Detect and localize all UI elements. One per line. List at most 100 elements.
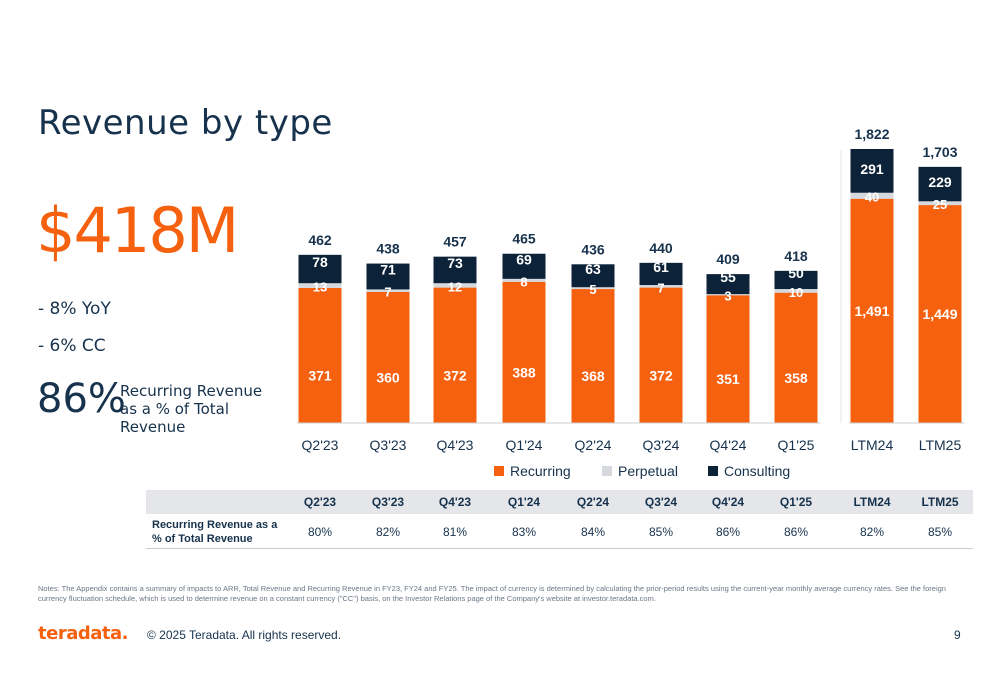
x-tick-1: Q3'23 xyxy=(370,437,407,453)
table-cell-8: 82% xyxy=(859,525,885,539)
table-cell-5: 85% xyxy=(648,525,674,539)
table-divider xyxy=(146,548,973,549)
label-perpetual-0: 13 xyxy=(313,280,327,295)
label-perpetual-9: 25 xyxy=(933,197,947,212)
page-title: Revenue by type xyxy=(38,103,333,143)
table-cell-0: 80% xyxy=(307,525,333,539)
legend-label-perpetual: Perpetual xyxy=(618,463,678,479)
x-tick-7: Q1'25 xyxy=(778,437,815,453)
bar-recurring-0 xyxy=(298,287,342,423)
legend-swatch-consulting xyxy=(708,466,718,477)
legend-label-recurring: Recurring xyxy=(510,463,571,479)
revenue-chart: 3711378462Q2'23360771438Q3'233721273457Q… xyxy=(297,126,964,453)
label-consulting-8: 291 xyxy=(860,161,884,177)
label-recurring-8: 1,491 xyxy=(854,303,889,319)
copyright: © 2025 Teradata. All rights reserved. xyxy=(147,628,342,642)
bar-perpetual-3 xyxy=(502,278,546,282)
x-tick-2: Q4'23 xyxy=(437,437,474,453)
bar-perpetual-0 xyxy=(298,283,342,288)
yoy-change: - 8% YoY xyxy=(38,299,111,319)
bar-consulting-3 xyxy=(502,253,546,279)
table-cell-3: 83% xyxy=(511,525,537,539)
bar-consulting-4 xyxy=(571,264,615,288)
bar-perpetual-9 xyxy=(918,201,962,206)
label-perpetual-2: 12 xyxy=(448,279,462,294)
bar-recurring-8 xyxy=(850,198,894,423)
teradata-logo: teradata. xyxy=(38,623,128,644)
table-col-6: Q4'24 xyxy=(711,495,745,509)
label-perpetual-7: 10 xyxy=(789,285,803,300)
label-perpetual-1: 7 xyxy=(384,285,391,300)
label-perpetual-6: 3 xyxy=(724,289,731,304)
label-total-3: 465 xyxy=(512,231,536,247)
x-tick-9: LTM25 xyxy=(919,437,962,453)
label-total-1: 438 xyxy=(376,241,400,257)
legend-recurring: Recurring xyxy=(494,463,571,479)
bar-perpetual-5 xyxy=(639,285,683,288)
table-col-1: Q3'23 xyxy=(371,495,405,509)
label-recurring-3: 388 xyxy=(512,364,536,380)
recurring-percent-label: Recurring Revenue as a % of Total Revenu… xyxy=(120,382,263,436)
notes: Notes: The Appendix contains a summary o… xyxy=(38,584,946,603)
recurring-percent: 86% xyxy=(37,376,126,422)
page-number: 9 xyxy=(954,628,961,642)
x-tick-5: Q3'24 xyxy=(643,437,680,453)
label-perpetual-8: 40 xyxy=(865,190,879,205)
label-recurring-5: 372 xyxy=(649,367,673,383)
label-total-5: 440 xyxy=(649,240,673,256)
label-consulting-5: 61 xyxy=(653,259,669,275)
bar-perpetual-2 xyxy=(433,283,477,288)
table-col-9: LTM25 xyxy=(921,495,959,509)
x-tick-0: Q2'23 xyxy=(302,437,339,453)
table-row-label: Recurring Revenue as a % of Total Revenu… xyxy=(152,519,278,545)
label-total-4: 436 xyxy=(581,241,605,257)
bar-perpetual-8 xyxy=(850,192,894,199)
label-perpetual-5: 7 xyxy=(657,280,664,295)
headline-revenue: $418M xyxy=(36,194,239,267)
bar-consulting-7 xyxy=(774,270,818,290)
bar-consulting-5 xyxy=(639,262,683,286)
table-cell-4: 84% xyxy=(580,525,606,539)
table-col-5: Q3'24 xyxy=(644,495,678,509)
label-total-9: 1,703 xyxy=(922,144,957,160)
bar-recurring-5 xyxy=(639,287,683,423)
label-recurring-9: 1,449 xyxy=(922,306,957,322)
legend-perpetual: Perpetual xyxy=(602,463,678,479)
x-tick-4: Q2'24 xyxy=(575,437,612,453)
label-consulting-4: 63 xyxy=(585,261,601,277)
label-consulting-7: 50 xyxy=(788,265,804,281)
table-cell-6: 86% xyxy=(715,525,741,539)
table-cell-9: 85% xyxy=(927,525,953,539)
bar-recurring-2 xyxy=(433,287,477,423)
table-col-3: Q1'24 xyxy=(507,495,541,509)
label-recurring-6: 351 xyxy=(716,371,740,387)
table-col-2: Q4'23 xyxy=(438,495,472,509)
label-consulting-9: 229 xyxy=(928,174,952,190)
bar-perpetual-4 xyxy=(571,287,615,290)
label-total-7: 418 xyxy=(784,248,808,264)
x-tick-3: Q1'24 xyxy=(506,437,543,453)
label-consulting-3: 69 xyxy=(516,251,532,267)
bar-recurring-7 xyxy=(774,292,818,423)
bar-consulting-1 xyxy=(366,263,410,290)
bar-recurring-1 xyxy=(366,291,410,423)
label-recurring-2: 372 xyxy=(443,367,467,383)
label-perpetual-3: 8 xyxy=(520,274,527,289)
bar-consulting-9 xyxy=(918,166,962,202)
bar-consulting-2 xyxy=(433,256,477,284)
table-col-8: LTM24 xyxy=(853,495,891,509)
table-cell-7: 86% xyxy=(783,525,809,539)
bar-recurring-3 xyxy=(502,281,546,423)
x-tick-8: LTM24 xyxy=(851,437,894,453)
legend-label-consulting: Consulting xyxy=(724,463,791,479)
x-tick-6: Q4'24 xyxy=(710,437,747,453)
label-total-6: 409 xyxy=(716,251,740,267)
label-recurring-7: 358 xyxy=(784,370,808,386)
table-col-0: Q2'23 xyxy=(303,495,337,509)
label-perpetual-4: 5 xyxy=(589,282,596,297)
bar-recurring-6 xyxy=(706,295,750,423)
bar-consulting-0 xyxy=(298,254,342,284)
label-total-0: 462 xyxy=(308,232,332,248)
cc-change: - 6% CC xyxy=(38,336,106,356)
table-col-7: Q1'25 xyxy=(779,495,813,509)
